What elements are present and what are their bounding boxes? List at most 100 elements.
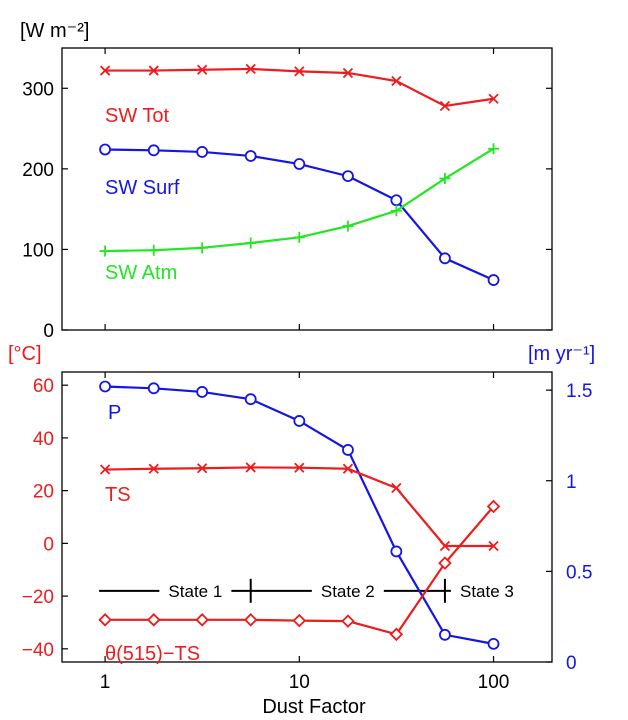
state-label: State 3 [460,582,514,601]
data-point [196,242,208,254]
top-panel: 0 100 200 300 [W m⁻²] SW Tot SW Surf SW Atm [20,20,553,342]
top-plot-frame [61,47,553,331]
data-point [244,393,257,406]
data-point [390,194,403,207]
series-label-sw-atm: SW Atm [105,262,177,284]
data-point [439,173,451,185]
data-point [245,63,256,75]
data-point [488,93,499,104]
data-point [342,444,354,456]
data-point [99,143,111,156]
top-y-axis-label: [W m⁻²] [20,20,89,42]
top-y-axis: 0 100 200 300 [22,79,552,342]
data-point [245,462,256,473]
bottom-left-y-axis: −40 −20 0 20 40 60 [22,376,68,661]
left-y-tick-label: 0 [43,534,54,555]
series-label-ts: TS [105,484,131,506]
data-point [293,415,306,427]
left-y-tick-label: −20 [22,587,54,608]
data-point [487,637,500,650]
state-indicator: State 1 State 2 State 3 [99,578,514,603]
bottom-right-y-axis: 0 0.5 1 1.5 [546,381,592,674]
data-point [390,205,402,217]
bottom-series-markers [98,380,501,650]
data-point [243,613,258,627]
data-point [391,482,402,494]
right-y-tick-label: 1 [566,472,577,493]
left-y-tick-label: 20 [33,482,54,503]
data-point [342,170,354,183]
data-point [390,545,403,558]
data-point [486,499,501,514]
data-point [148,244,160,256]
data-point [245,237,257,249]
data-point [439,540,451,552]
series-label-p: P [108,402,121,424]
data-point [342,220,354,232]
left-y-tick-label: −40 [22,640,54,661]
data-point [147,144,160,157]
data-point [197,64,208,75]
bottom-left-y-axis-label: [°C] [8,343,42,365]
top-x-axis [104,48,495,330]
data-point [99,245,111,257]
data-point [293,231,305,243]
data-point [342,67,354,79]
data-point [98,613,112,627]
data-point [148,463,159,474]
series-label-sw-tot: SW Tot [105,105,170,127]
data-point [294,462,305,473]
data-point [391,75,402,87]
data-point [342,463,354,474]
data-point [293,158,306,170]
bottom-plot-frame [61,371,553,663]
data-point [196,386,209,398]
data-point [439,100,451,112]
x-tick-label: 1 [100,672,111,693]
data-point [244,150,257,162]
series-line [105,67,494,108]
data-point [294,66,305,77]
data-point [439,252,451,265]
data-point [341,614,355,628]
x-tick-label: 10 [289,672,310,693]
data-point [195,613,209,627]
series-label-sw-surf: SW Surf [105,177,180,199]
right-y-tick-label: 1.5 [566,381,592,402]
right-y-tick-label: 0.5 [566,562,592,583]
data-point [99,464,111,475]
data-point [389,627,404,642]
left-y-tick-label: 60 [33,376,54,397]
bottom-right-y-axis-label: [m yr⁻¹] [528,343,595,365]
data-point [147,382,160,395]
bottom-x-axis: 1 10 100 [100,372,510,693]
left-y-tick-label: 40 [33,429,54,450]
data-point [487,274,500,286]
series-label-theta-minus-ts: θ(515)−TS [105,643,200,665]
data-point [292,613,307,628]
data-point [438,556,452,570]
y-tick-label: 200 [22,160,54,181]
x-axis-label: Dust Factor [262,696,366,718]
data-point [488,540,499,552]
x-tick-label: 100 [478,672,510,693]
top-series-markers [99,63,500,286]
state-label: State 1 [168,582,222,601]
right-y-tick-label: 0 [566,653,577,674]
y-tick-label: 300 [22,79,54,100]
data-point [488,143,500,155]
y-tick-label: 100 [22,240,54,261]
data-point [148,65,159,76]
data-point [196,146,209,158]
data-point [99,65,111,76]
data-point [197,463,208,474]
data-point [439,628,451,641]
top-series-lines [105,67,495,282]
series-line [105,466,494,548]
state-label: State 2 [321,582,375,601]
y-tick-label: 0 [43,321,54,342]
data-point [99,380,111,393]
data-point [146,613,161,627]
